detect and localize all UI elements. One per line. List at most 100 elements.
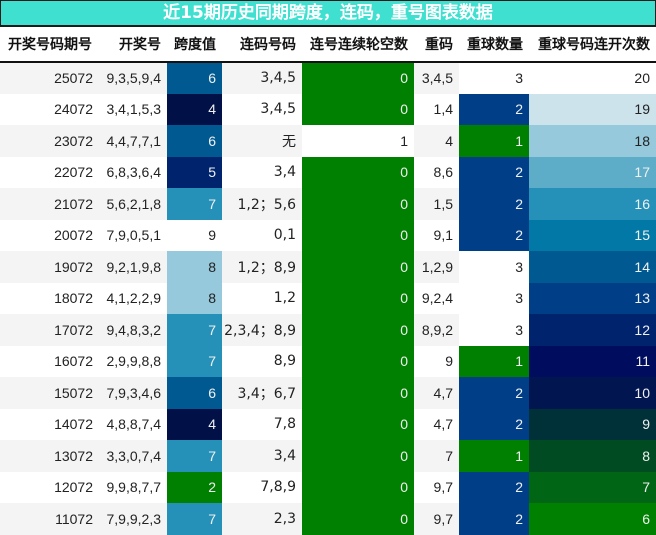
cell-gap: 0 xyxy=(302,251,414,283)
cell-span: 4 xyxy=(167,93,222,125)
cell-repeat-count: 1 xyxy=(459,345,529,377)
cell-consecutive: 3,4；6,7 xyxy=(222,377,302,409)
cell-streak: 17 xyxy=(529,156,656,188)
cell-gap: 0 xyxy=(302,377,414,409)
cell-gap: 0 xyxy=(302,408,414,440)
cell-repeat: 9,1 xyxy=(414,219,459,251)
cell-consecutive: 7,8,9 xyxy=(222,471,302,503)
table-row: 24072 3,4,1,5,3 4 3,4,5 0 1,4 2 19 xyxy=(0,93,656,125)
cell-span: 6 xyxy=(167,125,222,157)
cell-repeat-count: 2 xyxy=(459,156,529,188)
cell-consecutive: 3,4,5 xyxy=(222,93,302,125)
column-header-streak[interactable]: 重球号码连开次数 xyxy=(529,27,656,63)
table-row: 19072 9,2,1,9,8 8 1,2；8,9 0 1,2,9 3 14 xyxy=(0,251,656,283)
table-row: 15072 7,9,3,4,6 6 3,4；6,7 0 4,7 2 10 xyxy=(0,377,656,409)
cell-gap: 0 xyxy=(302,93,414,125)
column-header-gap[interactable]: 连号连续轮空数 xyxy=(302,27,414,63)
cell-consecutive: 2,3 xyxy=(222,503,302,535)
cell-gap: 0 xyxy=(302,503,414,535)
table-row: 21072 5,6,2,1,8 7 1,2；5,6 0 1,5 2 16 xyxy=(0,188,656,220)
cell-consecutive: 3,4 xyxy=(222,440,302,472)
cell-period: 22072 xyxy=(0,156,99,188)
cell-streak: 18 xyxy=(529,125,656,157)
cell-period: 21072 xyxy=(0,188,99,220)
cell-span: 6 xyxy=(167,62,222,94)
cell-repeat-count: 2 xyxy=(459,219,529,251)
cell-streak: 10 xyxy=(529,377,656,409)
cell-streak: 16 xyxy=(529,188,656,220)
cell-gap: 1 xyxy=(302,125,414,157)
cell-period: 13072 xyxy=(0,440,99,472)
cell-gap: 0 xyxy=(302,219,414,251)
page-title: 近15期历史同期跨度，连码，重号图表数据 xyxy=(0,0,656,27)
cell-repeat: 8,6 xyxy=(414,156,459,188)
cell-repeat: 4,7 xyxy=(414,377,459,409)
column-header-span[interactable]: 跨度值 xyxy=(167,27,222,63)
cell-numbers: 7,9,0,5,1 xyxy=(99,219,167,251)
cell-streak: 13 xyxy=(529,282,656,314)
cell-consecutive: 1,2；8,9 xyxy=(222,251,302,283)
cell-repeat-count: 2 xyxy=(459,377,529,409)
cell-streak: 15 xyxy=(529,219,656,251)
cell-repeat-count: 2 xyxy=(459,471,529,503)
cell-span: 6 xyxy=(167,377,222,409)
table-row: 14072 4,8,8,7,4 4 7,8 0 4,7 2 9 xyxy=(0,408,656,440)
cell-numbers: 9,2,1,9,8 xyxy=(99,251,167,283)
cell-repeat: 4 xyxy=(414,125,459,157)
cell-period: 25072 xyxy=(0,62,99,94)
cell-span: 7 xyxy=(167,345,222,377)
cell-streak: 20 xyxy=(529,62,656,94)
table-row: 16072 2,9,9,8,8 7 8,9 0 9 1 11 xyxy=(0,345,656,377)
cell-numbers: 4,8,8,7,4 xyxy=(99,408,167,440)
cell-consecutive: 8,9 xyxy=(222,345,302,377)
cell-span: 5 xyxy=(167,156,222,188)
table-row: 23072 4,4,7,7,1 6 无 1 4 1 18 xyxy=(0,125,656,157)
cell-consecutive: 0,1 xyxy=(222,219,302,251)
cell-repeat: 9 xyxy=(414,345,459,377)
cell-span: 9 xyxy=(167,219,222,251)
cell-consecutive: 2,3,4；8,9 xyxy=(222,314,302,346)
cell-consecutive: 1,2；5,6 xyxy=(222,188,302,220)
cell-repeat-count: 1 xyxy=(459,125,529,157)
table-row: 13072 3,3,0,7,4 7 3,4 0 7 1 8 xyxy=(0,440,656,472)
cell-numbers: 9,3,5,9,4 xyxy=(99,62,167,94)
cell-consecutive: 1,2 xyxy=(222,282,302,314)
column-header-period[interactable]: 开奖号码期号 xyxy=(0,27,99,63)
cell-numbers: 2,9,9,8,8 xyxy=(99,345,167,377)
cell-span: 2 xyxy=(167,471,222,503)
cell-span: 7 xyxy=(167,503,222,535)
cell-gap: 0 xyxy=(302,62,414,94)
cell-repeat: 1,5 xyxy=(414,188,459,220)
cell-repeat-count: 3 xyxy=(459,62,529,94)
cell-repeat-count: 3 xyxy=(459,314,529,346)
table-row: 12072 9,9,8,7,7 2 7,8,9 0 9,7 2 7 xyxy=(0,471,656,503)
cell-repeat-count: 2 xyxy=(459,93,529,125)
cell-period: 17072 xyxy=(0,314,99,346)
cell-span: 7 xyxy=(167,314,222,346)
cell-repeat: 1,4 xyxy=(414,93,459,125)
cell-repeat-count: 2 xyxy=(459,503,529,535)
column-header-consecutive[interactable]: 连码号码 xyxy=(222,27,302,63)
cell-span: 8 xyxy=(167,282,222,314)
cell-consecutive: 无 xyxy=(222,125,302,157)
column-header-repeat[interactable]: 重码 xyxy=(414,27,459,63)
cell-numbers: 6,8,3,6,4 xyxy=(99,156,167,188)
cell-streak: 19 xyxy=(529,93,656,125)
cell-repeat-count: 2 xyxy=(459,408,529,440)
table-header-row: 开奖号码期号 开奖号 跨度值 连码号码 连号连续轮空数 重码 重球数量 重球号码… xyxy=(0,27,656,63)
cell-period: 15072 xyxy=(0,377,99,409)
cell-gap: 0 xyxy=(302,188,414,220)
column-header-numbers[interactable]: 开奖号 xyxy=(99,27,167,63)
column-header-repeat-count[interactable]: 重球数量 xyxy=(459,27,529,63)
table-row: 22072 6,8,3,6,4 5 3,4 0 8,6 2 17 xyxy=(0,156,656,188)
cell-period: 12072 xyxy=(0,471,99,503)
cell-period: 20072 xyxy=(0,219,99,251)
cell-consecutive: 3,4,5 xyxy=(222,62,302,94)
cell-span: 7 xyxy=(167,440,222,472)
cell-repeat-count: 3 xyxy=(459,251,529,283)
cell-repeat: 9,2,4 xyxy=(414,282,459,314)
cell-gap: 0 xyxy=(302,314,414,346)
cell-period: 16072 xyxy=(0,345,99,377)
cell-numbers: 9,9,8,7,7 xyxy=(99,471,167,503)
cell-repeat: 9,7 xyxy=(414,471,459,503)
